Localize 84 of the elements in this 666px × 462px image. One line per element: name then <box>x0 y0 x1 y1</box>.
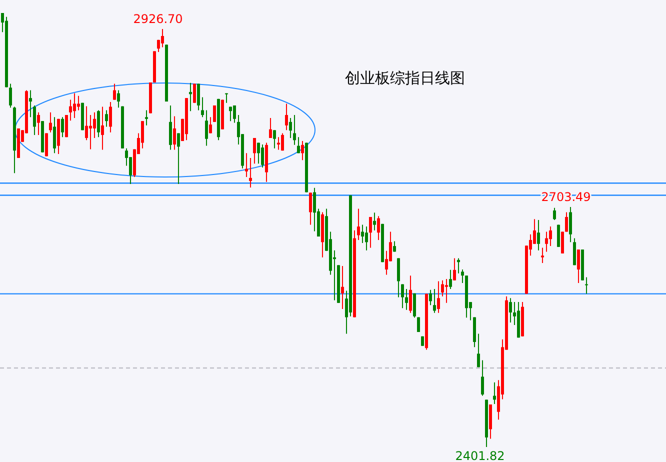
candlestick <box>441 280 444 297</box>
candlestick <box>113 83 116 100</box>
candlestick <box>293 114 296 146</box>
candlestick <box>437 280 440 314</box>
candlestick <box>201 96 204 118</box>
candlestick <box>585 276 588 294</box>
candlestick <box>69 99 72 122</box>
candlestick <box>341 266 344 310</box>
candlestick <box>29 90 32 118</box>
candlestick <box>301 140 304 161</box>
candlestick <box>9 83 12 108</box>
candlestick <box>405 288 408 310</box>
candlestick <box>85 106 88 141</box>
candlestick <box>49 112 52 133</box>
candlestick <box>77 95 80 111</box>
candlestick <box>173 116 176 150</box>
candlestick <box>261 144 264 168</box>
candlestick <box>37 112 40 136</box>
candlestick <box>453 258 456 281</box>
candlestick <box>413 292 416 318</box>
candlestick <box>433 288 436 314</box>
candlestick <box>549 226 552 247</box>
candlestick <box>373 212 376 231</box>
candlestick <box>89 114 92 150</box>
candlestick <box>177 132 180 184</box>
candlestick <box>577 249 580 284</box>
candlestick <box>481 360 484 396</box>
candlestick <box>537 220 540 251</box>
candlestick <box>449 269 452 290</box>
candlestick <box>161 28 164 48</box>
candlestick <box>401 284 404 309</box>
candlestick <box>225 92 228 104</box>
candlestick <box>233 104 236 124</box>
candlestick <box>197 83 200 111</box>
candlestick <box>169 104 172 150</box>
candlestick <box>109 101 112 133</box>
candlestick <box>297 136 300 154</box>
candlestick <box>377 216 380 240</box>
candlestick <box>93 112 96 138</box>
candlestick <box>145 110 148 126</box>
candlestick <box>253 137 256 164</box>
candlestick <box>445 278 448 304</box>
candlestick <box>545 231 548 252</box>
candlestick <box>189 82 192 112</box>
candlestick <box>209 116 212 134</box>
candlestick <box>477 333 480 368</box>
candlestick <box>273 130 276 149</box>
candlestick <box>245 152 248 178</box>
candlestick <box>61 116 64 138</box>
candlestick <box>117 90 120 108</box>
candlestick <box>565 212 568 232</box>
candlestick <box>157 39 160 53</box>
candlestick <box>53 116 56 154</box>
candlestick <box>569 206 572 243</box>
candlestick <box>101 106 104 150</box>
text: 创业板综指日线图 <box>345 69 465 87</box>
candlestick <box>457 258 460 274</box>
candlestick <box>105 110 108 128</box>
candlestick <box>289 118 292 138</box>
candlestick <box>249 157 252 188</box>
candlestick <box>509 298 512 323</box>
candlestick <box>541 247 544 264</box>
candlestick <box>461 268 464 284</box>
candlestick <box>229 106 232 122</box>
candlestick <box>553 207 556 221</box>
candlestick <box>97 110 100 138</box>
candlestick <box>361 224 364 244</box>
candlestick <box>33 104 36 136</box>
candlestick <box>365 226 368 251</box>
candlestick <box>281 132 284 152</box>
candlestick <box>285 103 288 131</box>
candlestick <box>205 110 208 146</box>
candlestick <box>257 142 260 164</box>
candlestick <box>357 208 360 240</box>
candlestick <box>269 118 272 138</box>
candlestick <box>397 258 400 298</box>
candlestick <box>429 289 432 306</box>
candlestick <box>409 275 412 314</box>
candlestick <box>369 216 372 248</box>
text: 2401.82 <box>455 449 505 462</box>
candlestick <box>573 238 576 266</box>
candlestick <box>309 192 312 226</box>
annotation: 2926.70 <box>133 12 183 26</box>
candlestick <box>73 92 76 119</box>
